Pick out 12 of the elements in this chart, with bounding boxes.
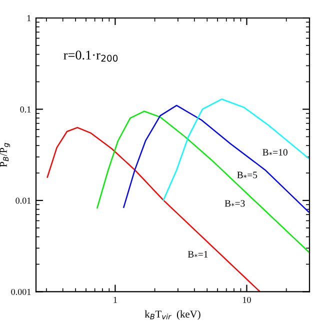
y-tick-label: 0.001 bbox=[11, 288, 31, 295]
series-label: B$_{*}$=10 bbox=[262, 149, 288, 156]
y-axis-title: P$_{B}$/P$_{g}$ bbox=[0, 142, 10, 167]
series-label: B$_{*}$=3 bbox=[224, 200, 245, 207]
series-label: B$_{*}$=1 bbox=[188, 251, 208, 258]
x-tick-label: 10 bbox=[243, 296, 251, 303]
y-tick-label: 0.1 bbox=[20, 106, 31, 112]
y-tick-label: 1 bbox=[27, 15, 31, 22]
series-label: B$_{*}$=5 bbox=[237, 172, 258, 178]
y-tick-label: 0.01 bbox=[16, 198, 31, 204]
x-axis-title: k$_{B}$T$_{vir}$ (keV) bbox=[144, 310, 200, 320]
annotation: r=0.1·r$_{200}$ bbox=[64, 50, 118, 62]
